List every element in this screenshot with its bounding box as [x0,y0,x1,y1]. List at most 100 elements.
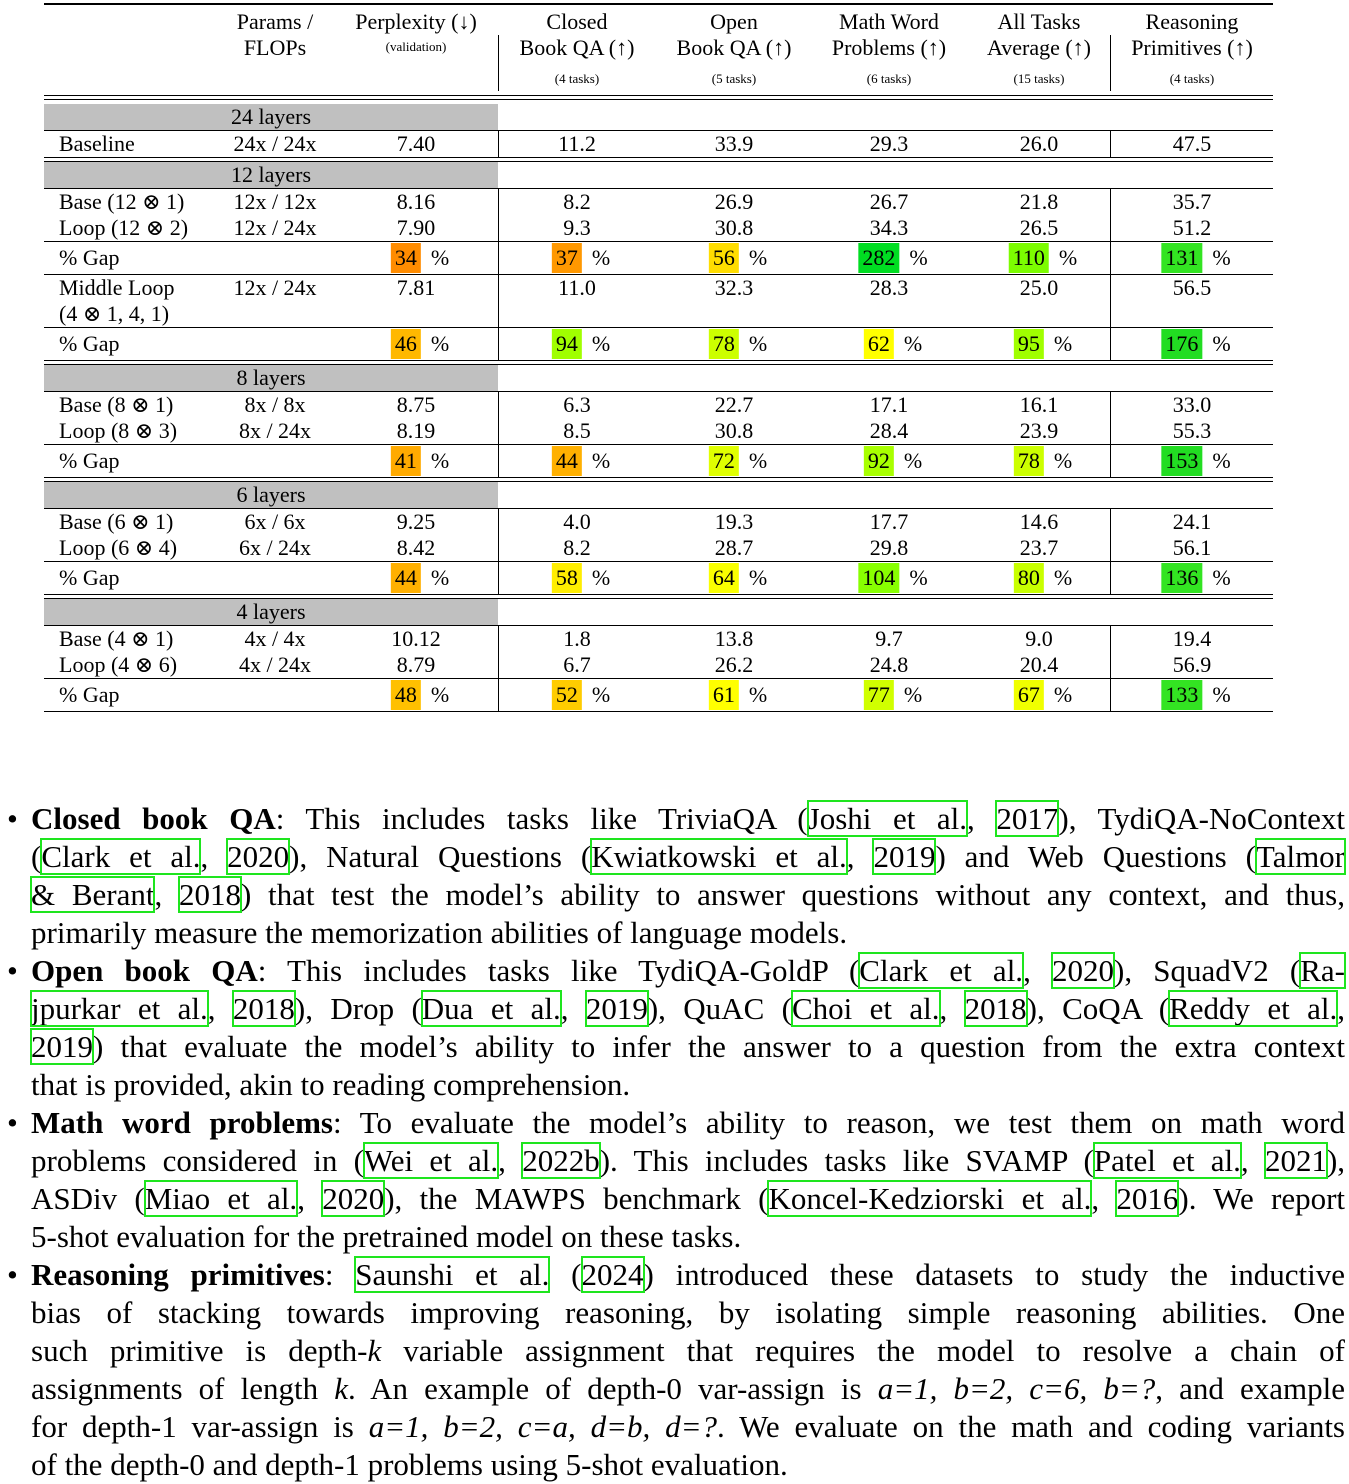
column-divider [1110,328,1111,360]
citation-link[interactable]: jpurkar et al. [30,990,209,1027]
citation-link[interactable]: Wei et al. [362,1142,500,1179]
metric-value: 22.7 [714,392,754,417]
citation-link[interactable]: Patel et al. [1092,1142,1242,1179]
citation-link[interactable]: 2019 [30,1028,94,1065]
gap-row: % Gap 46% 94% 78% 62% 95% 176% [44,328,1273,360]
gap-value: 133% [1161,680,1231,710]
text-line: problems considered in (Wei et al., 2022… [31,1142,1345,1180]
column-divider [1110,679,1111,711]
metric-value: 56.9 [1172,652,1212,677]
metric-value: 1.8 [563,626,591,651]
percent-sign: % [1053,682,1073,707]
citation-link[interactable]: 2018 [963,990,1028,1027]
group-header-row: 24 layers [44,104,1273,130]
gap-heat-box: 41 [390,446,421,476]
bullet-icon: • [7,953,18,988]
citation-link[interactable]: 2017 [995,800,1060,837]
citation-link[interactable]: 2019 [584,990,649,1027]
citation-link[interactable]: 2019 [872,838,937,875]
gap-value: 110% [1008,243,1077,273]
table-rule [44,241,1273,242]
citation-link[interactable]: 2021 [1263,1142,1328,1179]
metric-value: 30.8 [714,418,754,443]
percent-sign: % [1212,565,1231,590]
column-divider [498,509,499,535]
citation-link[interactable]: Miao et al. [143,1180,299,1217]
citation-link[interactable]: 2020 [321,1180,386,1217]
metric-value: 17.1 [869,392,909,417]
column-divider [1110,509,1111,535]
gap-value: 95% [1013,329,1072,359]
percent-sign: % [909,565,928,590]
citation-link[interactable]: & Berant [29,876,156,913]
gap-value: 136% [1161,563,1231,593]
text: , [297,1181,323,1216]
citation-link[interactable]: Clark et al. [858,952,1025,989]
percent-sign: % [748,682,768,707]
table-rule [44,477,1273,478]
citation-link[interactable]: 2018 [231,990,296,1027]
group-title: 6 layers [236,482,306,507]
citation-link[interactable]: Reddy et al. [1168,990,1339,1027]
table-header: Params / FLOPs Perplexity (↓) (validation) C… [44,0,1273,92]
text: ), QuAC ( [647,991,792,1026]
row-label: % Gap [59,682,120,707]
citation-link[interactable]: 2024 [580,1256,645,1293]
column-header-subtitle: (15 tasks) [1013,71,1065,86]
column-divider [498,328,499,360]
metric-value: 47.5 [1172,131,1212,156]
column-header-subtitle: (6 tasks) [866,71,912,86]
bullet-icon: • [7,1105,18,1140]
percent-sign: % [903,682,923,707]
table-row: Base (6 ⊗ 1) 6x / 6x 9.25 4.0 19.3 17.7 14.6 24… [44,509,1273,535]
citation-link[interactable]: Ra- [1299,952,1346,989]
column-header: Reasoning Primitives (↑) (4 tasks) [1131,9,1253,87]
gap-row: % Gap 48% 52% 61% 77% 67% 133% [44,679,1273,711]
table-rule [44,161,1273,162]
table-rule [44,598,1273,599]
gap-value: 153% [1161,446,1231,476]
metric-value: 30.8 [714,215,754,240]
citation-link[interactable]: Dua et al. [420,990,562,1027]
text-line: & Berant, 2018) that test the model’s ab… [29,876,1345,914]
gap-value: 78% [1013,446,1073,476]
table-rule [44,327,1273,328]
gap-value: 94% [551,329,610,359]
citation-link[interactable]: 2020 [1051,952,1116,989]
bullet-heading: Reasoning primitives [31,1257,325,1292]
citation-link[interactable]: Clark et al. [40,838,202,875]
citation-link[interactable]: Talmor [1254,838,1347,875]
percent-sign: % [1212,682,1231,707]
metric-value: 33.0 [1172,392,1212,417]
gap-value: 62% [863,329,922,359]
column-header: Closed Book QA (↑) (4 tasks) [520,9,635,87]
gap-value: 52% [551,680,610,710]
citation-link[interactable]: Kwiatkowski et al. [590,838,848,875]
column-divider [1110,189,1111,215]
row-label: Middle Loop [59,275,175,300]
table-rule [44,594,1273,595]
citation-link[interactable]: Choi et al. [790,990,941,1027]
row-label: % Gap [59,565,120,590]
gap-value: 46% [390,329,449,359]
metric-value: 8.75 [396,392,436,417]
gap-value: 104% [858,563,928,593]
citation-link[interactable]: Koncel-Kedziorski et al. [767,1180,1093,1217]
table-rule [44,188,1273,189]
gap-heat-box: 46 [390,329,421,359]
percent-sign: % [1053,448,1073,473]
citation-link[interactable]: 2022b [521,1142,601,1179]
row-label: % Gap [59,448,120,473]
column-header-line: Math Word [839,9,939,34]
column-header-line: Open [710,9,758,34]
citation-link[interactable]: 2016 [1115,1180,1180,1217]
citation-link[interactable]: 2018 [177,876,242,913]
citation-link[interactable]: Saunshi et al. [354,1256,551,1293]
gap-heat-box: 64 [708,563,739,593]
metric-value: 7.81 [396,275,436,300]
column-header-line: Book QA (↑) [519,35,635,60]
gap-value: 41% [390,446,449,476]
citation-link[interactable]: Joshi et al. [806,800,969,837]
citation-link[interactable]: 2020 [226,838,291,875]
group-title: 4 layers [236,599,306,624]
